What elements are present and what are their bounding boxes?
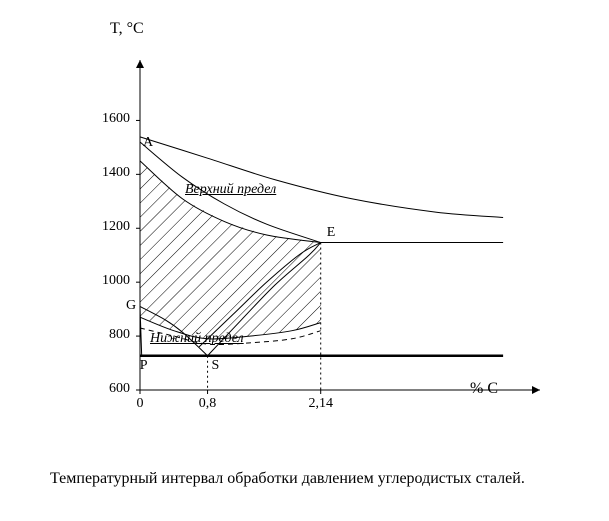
- point-label-A: A: [143, 135, 153, 151]
- point-label-G: G: [126, 298, 136, 314]
- x-tick-label: 0,8: [193, 396, 223, 412]
- upper-limit-label: Верхний предел: [185, 182, 276, 198]
- y-tick-label: 800: [80, 327, 130, 343]
- y-tick-label: 1200: [80, 219, 130, 235]
- y-tick-label: 1600: [80, 111, 130, 127]
- y-tick-label: 600: [80, 381, 130, 397]
- point-label-E: E: [327, 225, 336, 241]
- y-tick-label: 1400: [80, 165, 130, 181]
- figure-caption: Температурный интервал обработки давлени…: [50, 470, 590, 488]
- point-label-S: S: [212, 358, 220, 374]
- x-tick-label: 2,14: [306, 396, 336, 412]
- x-axis-title: % C: [470, 380, 498, 398]
- point-label-P: P: [140, 358, 148, 374]
- lower-limit-label: Нижний предел: [150, 331, 244, 347]
- y-axis-title: T, °C: [110, 20, 144, 38]
- x-tick-label: 0: [125, 396, 155, 412]
- phase-diagram-chart: T, °C % C 1600 1400 1200 1000 800 600 0 …: [40, 20, 560, 420]
- y-tick-label: 1000: [80, 273, 130, 289]
